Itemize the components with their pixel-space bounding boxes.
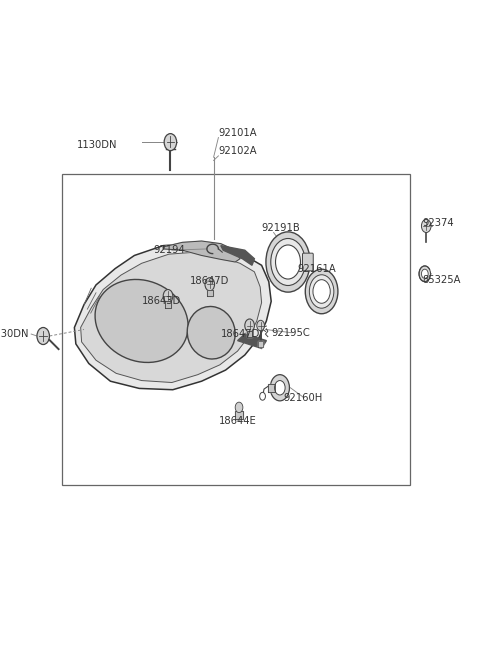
Polygon shape — [74, 244, 271, 390]
Circle shape — [235, 402, 243, 413]
Text: 1130DN: 1130DN — [0, 329, 30, 339]
Text: 92195C: 92195C — [271, 328, 310, 338]
Text: 92194: 92194 — [154, 245, 185, 255]
Text: 92374: 92374 — [422, 217, 454, 228]
Text: 92102A: 92102A — [218, 146, 257, 156]
Polygon shape — [235, 411, 243, 419]
Text: 92160H: 92160H — [283, 392, 323, 403]
Circle shape — [266, 232, 310, 292]
Ellipse shape — [95, 280, 188, 362]
Text: 92191B: 92191B — [262, 223, 300, 233]
Polygon shape — [207, 290, 213, 296]
Circle shape — [419, 266, 431, 282]
Polygon shape — [238, 334, 266, 348]
Circle shape — [313, 280, 330, 303]
Polygon shape — [163, 241, 240, 262]
Circle shape — [245, 319, 254, 332]
Polygon shape — [221, 246, 254, 265]
Circle shape — [205, 278, 215, 291]
FancyBboxPatch shape — [302, 253, 313, 271]
Text: 18643D: 18643D — [142, 296, 181, 307]
Polygon shape — [247, 331, 252, 337]
Text: 18647D: 18647D — [221, 329, 260, 339]
Circle shape — [310, 275, 334, 308]
Text: 1130DN: 1130DN — [77, 140, 118, 151]
Circle shape — [260, 392, 265, 400]
Text: 18644E: 18644E — [219, 415, 257, 426]
Bar — [62, 174, 410, 485]
Text: 85325A: 85325A — [422, 275, 461, 286]
Text: 92101A: 92101A — [218, 128, 257, 138]
Circle shape — [271, 238, 305, 286]
Polygon shape — [258, 341, 263, 347]
Text: 18647D: 18647D — [190, 276, 229, 286]
Circle shape — [164, 134, 177, 151]
Circle shape — [257, 320, 264, 331]
Circle shape — [421, 269, 428, 278]
Circle shape — [276, 245, 300, 279]
Polygon shape — [81, 252, 262, 383]
Circle shape — [37, 328, 49, 345]
Circle shape — [275, 381, 285, 395]
Ellipse shape — [187, 307, 235, 359]
Circle shape — [163, 290, 173, 303]
Text: 92161A: 92161A — [298, 263, 336, 274]
Polygon shape — [268, 384, 275, 392]
Circle shape — [421, 219, 431, 233]
Circle shape — [305, 269, 338, 314]
Polygon shape — [165, 301, 171, 308]
Circle shape — [270, 375, 289, 401]
